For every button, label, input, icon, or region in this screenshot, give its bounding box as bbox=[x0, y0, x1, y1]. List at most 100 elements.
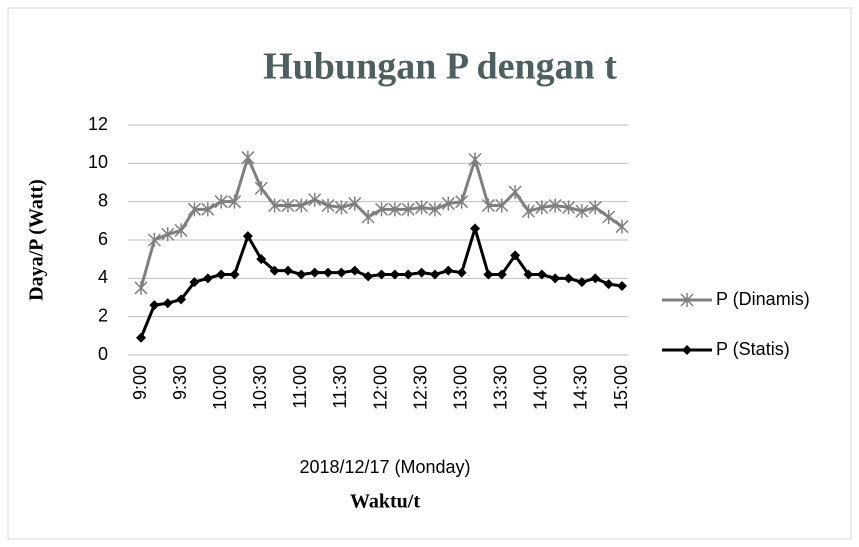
point-marker bbox=[495, 198, 509, 213]
point-marker bbox=[483, 269, 494, 280]
point-marker bbox=[349, 265, 360, 276]
y-tick-label: 10 bbox=[88, 152, 108, 172]
point-marker bbox=[136, 332, 146, 343]
point-marker bbox=[428, 202, 442, 217]
legend-label: P (Statis) bbox=[716, 339, 790, 359]
x-tick-label: 15:00 bbox=[611, 365, 631, 410]
point-marker bbox=[149, 300, 160, 311]
point-marker bbox=[562, 200, 576, 215]
point-marker bbox=[416, 267, 427, 278]
x-tick-label: 10:00 bbox=[210, 365, 230, 410]
point-marker bbox=[441, 196, 455, 211]
point-marker bbox=[229, 269, 240, 280]
point-marker bbox=[321, 198, 335, 213]
x-tick-label: 14:00 bbox=[531, 365, 551, 410]
point-marker bbox=[282, 265, 293, 276]
series-line bbox=[139, 153, 623, 289]
point-marker bbox=[429, 269, 440, 280]
point-marker bbox=[443, 265, 454, 276]
x-axis-title: Waktu/t bbox=[350, 491, 420, 513]
x-tick-label: 12:00 bbox=[370, 365, 390, 410]
point-marker bbox=[563, 273, 574, 284]
x-tick-label: 11:00 bbox=[290, 365, 310, 409]
point-marker bbox=[336, 267, 347, 278]
point-marker bbox=[269, 265, 280, 276]
x-tick-label: 10:30 bbox=[250, 365, 270, 410]
point-marker bbox=[496, 269, 507, 280]
point-marker bbox=[470, 223, 481, 234]
y-axis-label: Daya/P (Watt) bbox=[26, 179, 48, 301]
point-marker bbox=[201, 202, 215, 217]
point-marker bbox=[134, 280, 148, 295]
point-marker bbox=[202, 273, 213, 284]
point-marker bbox=[523, 269, 534, 280]
x-tick-label: 9:30 bbox=[170, 365, 190, 400]
point-marker bbox=[401, 202, 415, 217]
point-marker bbox=[388, 202, 402, 217]
y-tick-label: 0 bbox=[98, 344, 108, 364]
x-tick-label: 12:30 bbox=[410, 365, 430, 410]
point-marker bbox=[535, 200, 549, 215]
point-marker bbox=[214, 194, 228, 209]
point-marker bbox=[374, 202, 389, 217]
point-marker bbox=[268, 198, 282, 213]
point-marker bbox=[348, 196, 362, 211]
point-marker bbox=[361, 210, 375, 224]
point-marker bbox=[389, 269, 400, 280]
legend-label: P (Dinamis) bbox=[716, 289, 810, 309]
point-marker bbox=[481, 198, 495, 213]
point-marker bbox=[162, 298, 173, 309]
point-marker bbox=[296, 269, 307, 280]
point-marker bbox=[588, 200, 602, 215]
point-marker bbox=[617, 281, 627, 291]
chart-frame bbox=[7, 7, 852, 540]
point-marker bbox=[187, 202, 201, 217]
point-marker bbox=[308, 192, 322, 207]
point-marker bbox=[521, 204, 536, 219]
point-marker bbox=[216, 269, 227, 280]
chart-title: Hubungan P dengan t bbox=[263, 46, 617, 88]
point-marker bbox=[227, 194, 242, 209]
point-marker bbox=[548, 198, 562, 213]
series-line bbox=[139, 223, 623, 339]
point-marker bbox=[615, 219, 629, 234]
point-marker bbox=[508, 185, 522, 200]
point-marker bbox=[161, 227, 175, 242]
point-marker bbox=[468, 152, 482, 167]
point-marker bbox=[363, 271, 374, 282]
point-marker bbox=[510, 250, 521, 261]
x-tick-label: 13:00 bbox=[450, 365, 470, 410]
point-marker bbox=[590, 273, 601, 284]
point-marker bbox=[550, 273, 561, 284]
point-marker bbox=[334, 200, 348, 215]
point-marker bbox=[281, 198, 295, 213]
point-marker bbox=[680, 293, 694, 307]
y-tick-label: 6 bbox=[98, 229, 108, 249]
y-tick-label: 4 bbox=[98, 267, 108, 287]
point-marker bbox=[682, 345, 692, 355]
y-tick-label: 2 bbox=[98, 305, 108, 325]
point-marker bbox=[309, 267, 320, 278]
point-marker bbox=[147, 233, 161, 247]
x-tick-label: 9:00 bbox=[130, 365, 150, 400]
point-marker bbox=[241, 150, 255, 165]
point-marker bbox=[176, 294, 187, 305]
point-marker bbox=[256, 254, 267, 265]
x-tick-label: 11:30 bbox=[330, 365, 350, 409]
y-tick-label: 8 bbox=[98, 190, 108, 210]
point-marker bbox=[189, 277, 200, 288]
y-tick-label: 12 bbox=[88, 114, 108, 134]
point-marker bbox=[242, 231, 253, 242]
point-marker bbox=[576, 277, 587, 288]
point-marker bbox=[603, 279, 614, 290]
point-marker bbox=[415, 200, 429, 215]
x-tick-label: 13:30 bbox=[491, 365, 511, 410]
point-marker bbox=[323, 267, 334, 278]
point-marker bbox=[575, 204, 589, 219]
point-marker bbox=[376, 269, 387, 280]
point-marker bbox=[254, 181, 268, 196]
x-axis-label: 2018/12/17 (Monday) bbox=[299, 457, 470, 477]
point-marker bbox=[456, 267, 467, 278]
point-marker bbox=[602, 210, 616, 224]
